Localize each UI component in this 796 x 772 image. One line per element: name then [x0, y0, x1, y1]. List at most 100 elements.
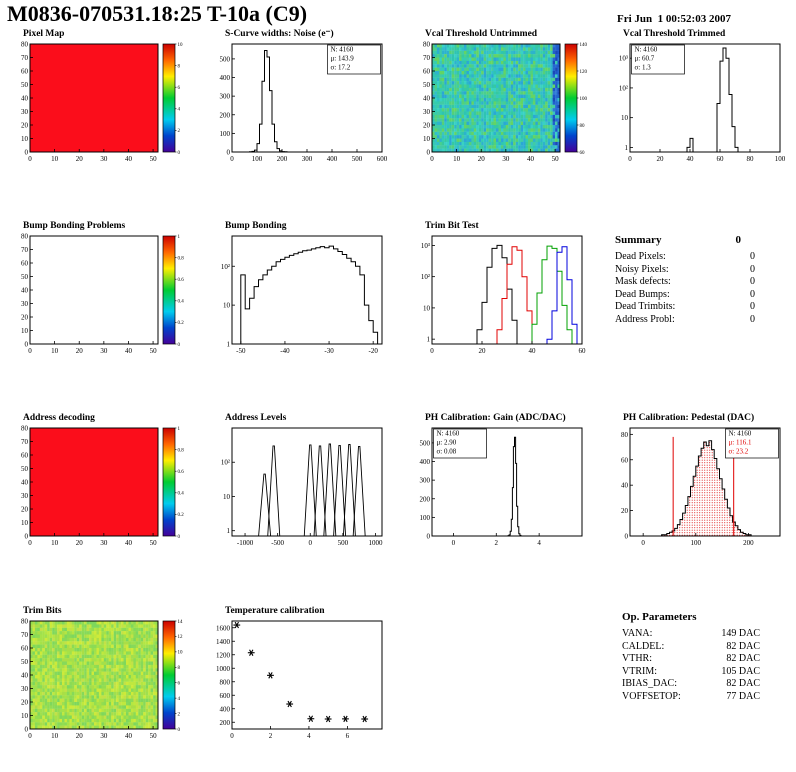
timestamp: Fri Jun 1 00:52:03 2007 — [617, 13, 731, 25]
svg-text:20: 20 — [478, 155, 486, 163]
svg-text:14: 14 — [178, 620, 184, 625]
panel-vcal-trimmed: Vcal Threshold Trimmed 0 20 40 60 80 100 1 10 10²… — [606, 28, 796, 178]
summary-row-label: Noisy Pixels: — [615, 263, 669, 275]
svg-text:50: 50 — [21, 465, 29, 473]
svg-text:1: 1 — [178, 235, 181, 240]
svg-text:20: 20 — [479, 347, 487, 355]
svg-text:30: 30 — [21, 108, 29, 116]
summary-header: Summary 0 — [615, 234, 755, 246]
svg-text:300: 300 — [420, 477, 431, 485]
svg-text:1000: 1000 — [368, 539, 383, 547]
svg-text:10: 10 — [21, 519, 29, 527]
svg-text:20: 20 — [76, 539, 84, 547]
summary-row-label: Dead Pixels: — [615, 251, 666, 262]
svg-text:6: 6 — [178, 86, 181, 91]
svg-text:6: 6 — [346, 732, 350, 740]
svg-text:70: 70 — [21, 246, 29, 254]
svg-text:60: 60 — [580, 151, 586, 156]
summary-block: Summary 0 Dead Pixels: 0 Noisy Pixels: 0 Mas… — [615, 234, 755, 327]
svg-text:200: 200 — [420, 495, 431, 503]
svg-text:0: 0 — [625, 533, 629, 541]
svg-text:50: 50 — [150, 732, 158, 740]
svg-text:10: 10 — [178, 651, 184, 656]
svg-text:30: 30 — [100, 539, 108, 547]
op-parameter-row-label: VOFFSETOP: — [622, 690, 681, 702]
svg-text:50: 50 — [423, 81, 431, 89]
svg-text:60: 60 — [21, 452, 29, 460]
svg-text:20: 20 — [21, 314, 29, 322]
svg-text:20: 20 — [621, 507, 629, 515]
svg-text:μ: 116.1: μ: 116.1 — [729, 439, 752, 447]
svg-text:80: 80 — [580, 124, 586, 129]
op-parameter-row-value: 105 DAC — [721, 665, 760, 677]
svg-text:30: 30 — [100, 347, 108, 355]
svg-text:10³: 10³ — [421, 242, 430, 250]
svg-text:600: 600 — [377, 155, 388, 163]
svg-text:σ: 0.08: σ: 0.08 — [437, 448, 457, 456]
svg-text:6: 6 — [178, 682, 181, 687]
chart-svg-address-levels: -1000 -500 0 500 1000 1 10 10² — [221, 427, 383, 547]
op-parameter-row-value: 77 DAC — [726, 690, 760, 702]
svg-text:500: 500 — [220, 55, 231, 63]
svg-text:30: 30 — [21, 492, 29, 500]
svg-text:80: 80 — [21, 618, 29, 626]
svg-text:50: 50 — [150, 539, 158, 547]
svg-text:100: 100 — [252, 155, 263, 163]
svg-text:40: 40 — [125, 539, 133, 547]
svg-text:60: 60 — [21, 645, 29, 653]
chart-svg-address-decoding: 0 10 20 30 40 50 0 10 20 30 40 50 60 70 80 0 0.2 0.4 0.6 0.… — [21, 425, 185, 548]
svg-text:μ: 143.9: μ: 143.9 — [331, 55, 355, 63]
svg-text:40: 40 — [21, 287, 29, 295]
svg-text:10: 10 — [21, 327, 29, 335]
chart-svg-temperature-calibration: 0 2 4 6 200 400 600 800 1000 1200 1400 1600 — [216, 620, 383, 740]
svg-text:10: 10 — [223, 302, 231, 310]
svg-text:4: 4 — [178, 108, 181, 113]
summary-row-label: Dead Bumps: — [615, 288, 670, 300]
svg-text:1200: 1200 — [216, 651, 231, 659]
svg-text:20: 20 — [76, 347, 84, 355]
svg-text:4: 4 — [537, 539, 541, 547]
panel-vcal-untrimmed: Vcal Threshold Untrimmed 0 10 20 30 40 50 0 10 20… — [408, 28, 610, 178]
op-parameters-header: Op. Parameters — [622, 611, 760, 623]
svg-text:0.2: 0.2 — [178, 321, 185, 326]
summary-row: Mask defects: 0 — [615, 276, 755, 289]
svg-text:400: 400 — [420, 458, 431, 466]
svg-text:50: 50 — [21, 273, 29, 281]
svg-text:20: 20 — [76, 732, 84, 740]
chart-title-vcal-untrimmed: Vcal Threshold Untrimmed — [425, 29, 538, 39]
svg-text:80: 80 — [621, 431, 629, 439]
svg-text:0: 0 — [25, 533, 29, 541]
svg-text:4: 4 — [178, 697, 181, 702]
svg-text:10²: 10² — [221, 263, 230, 271]
panel-pixel-map: Pixel Map 0 10 20 30 40 50 0 10 20 30 40 50 60 70 80 0 2 4… — [6, 28, 208, 178]
summary-row-label: Address Probl: — [615, 313, 675, 325]
svg-text:10³: 10³ — [619, 55, 628, 63]
svg-text:8: 8 — [178, 64, 181, 69]
svg-text:10²: 10² — [221, 459, 230, 467]
svg-text:40: 40 — [125, 347, 133, 355]
summary-title: Summary — [615, 234, 662, 246]
svg-text:10: 10 — [51, 347, 59, 355]
op-parameter-row-value: 149 DAC — [721, 628, 760, 639]
svg-text:10: 10 — [51, 539, 59, 547]
svg-text:N: 4160: N: 4160 — [729, 430, 752, 438]
svg-text:σ: 1.3: σ: 1.3 — [635, 64, 652, 72]
svg-text:40: 40 — [527, 155, 535, 163]
summary-row-value: 0 — [750, 301, 755, 313]
svg-text:0.8: 0.8 — [178, 256, 185, 261]
chart-title-ph-pedestal: PH Calibration: Pedestal (DAC) — [623, 413, 755, 423]
svg-text:40: 40 — [423, 95, 431, 103]
svg-text:80: 80 — [21, 425, 29, 433]
op-parameter-row: CALDEL: 82 DAC — [622, 641, 760, 654]
chart-svg-bump-problems: 0 10 20 30 40 50 0 10 20 30 40 50 60 70 80 0 0.2 0.4 0.6 0.… — [21, 233, 185, 356]
svg-text:0.6: 0.6 — [178, 470, 185, 475]
summary-row-value: 0 — [750, 276, 755, 288]
chart-svg-trim-bit-test: 0 20 40 60 1 10 10² 10³ — [421, 235, 586, 355]
svg-text:μ: 60.7: μ: 60.7 — [635, 55, 655, 63]
svg-text:40: 40 — [621, 482, 629, 490]
svg-text:20: 20 — [657, 155, 665, 163]
chart-title-pixel-map: Pixel Map — [23, 29, 65, 39]
summary-row-value: 0 — [750, 288, 755, 300]
